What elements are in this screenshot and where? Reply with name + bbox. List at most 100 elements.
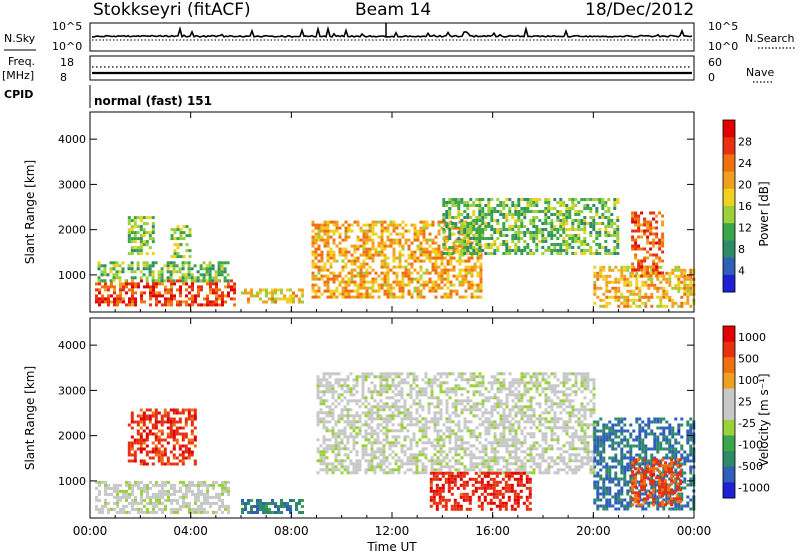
velocity-cell-3 bbox=[466, 402, 470, 406]
power-cell-2 bbox=[133, 216, 137, 220]
power-cell-1 bbox=[100, 279, 104, 283]
power-cell-8 bbox=[643, 229, 647, 233]
power-cell-6 bbox=[460, 198, 464, 201]
power-cell-6 bbox=[463, 204, 467, 207]
velocity-cell-3 bbox=[460, 372, 464, 376]
velocity-cell-3 bbox=[502, 372, 506, 376]
velocity-cell-3 bbox=[526, 471, 530, 475]
velocity-cell-3 bbox=[490, 441, 494, 445]
power-colorbar-tick-label: 12 bbox=[738, 222, 752, 235]
velocity-cell-3 bbox=[508, 438, 512, 442]
power-cell-7 bbox=[593, 274, 597, 278]
velocity-cell-3 bbox=[568, 435, 572, 439]
velocity-cell-3 bbox=[520, 381, 524, 385]
velocity-cell-3 bbox=[487, 468, 491, 472]
velocity-cell-1 bbox=[154, 426, 158, 430]
power-cell-4 bbox=[292, 291, 295, 295]
velocity-cell-3 bbox=[487, 441, 491, 445]
velocity-cell-3 bbox=[511, 444, 515, 448]
power-cell-1 bbox=[163, 279, 167, 283]
velocity-cell-3 bbox=[538, 468, 542, 472]
power-cell-3 bbox=[173, 249, 177, 253]
power-cell-0 bbox=[158, 282, 161, 286]
power-cell-6 bbox=[490, 228, 494, 231]
power-cell-5 bbox=[371, 289, 375, 293]
power-cell-5 bbox=[410, 295, 414, 299]
velocity-cell-3 bbox=[520, 408, 524, 412]
velocity-cell-3 bbox=[349, 414, 353, 418]
power-cell-7 bbox=[635, 298, 639, 302]
velocity-cell-3 bbox=[436, 378, 440, 382]
power-cell-0 bbox=[155, 282, 158, 286]
power-cell-6 bbox=[463, 225, 467, 228]
power-cell-7 bbox=[608, 295, 612, 299]
power-cell-7 bbox=[641, 301, 645, 305]
velocity-cell-3 bbox=[535, 417, 539, 421]
power-cell-6 bbox=[577, 246, 581, 249]
velocity-cell-3 bbox=[529, 459, 533, 463]
power-cell-5 bbox=[431, 241, 435, 245]
power-cell-7 bbox=[662, 304, 666, 308]
power-cell-8 bbox=[637, 247, 641, 251]
velocity-cell-3 bbox=[580, 414, 584, 418]
velocity-cell-3 bbox=[547, 426, 551, 430]
velocity-cell-0 bbox=[197, 492, 200, 496]
power-cell-7 bbox=[605, 286, 609, 290]
velocity-cell-3 bbox=[586, 453, 590, 457]
velocity-cell-3 bbox=[526, 387, 530, 391]
power-cell-6 bbox=[544, 213, 548, 216]
power-cell-6 bbox=[553, 207, 557, 210]
power-cell-4 bbox=[280, 297, 283, 301]
power-cell-5 bbox=[458, 244, 462, 248]
velocity-cell-3 bbox=[388, 447, 392, 451]
velocity-cell-3 bbox=[586, 387, 590, 391]
velocity-cell-3 bbox=[349, 399, 353, 403]
velocity-cell-1 bbox=[166, 420, 170, 424]
velocity-cell-3 bbox=[451, 432, 455, 436]
velocity-cell-3 bbox=[403, 378, 407, 382]
velocity-cell-3 bbox=[445, 411, 449, 415]
velocity-cell-3 bbox=[481, 465, 485, 469]
velocity-cell-3 bbox=[376, 417, 380, 421]
power-cell-5 bbox=[317, 235, 321, 239]
power-cell-6 bbox=[538, 210, 542, 213]
power-cell-7 bbox=[593, 280, 597, 284]
velocity-cell-3 bbox=[424, 468, 428, 472]
power-cell-6 bbox=[469, 231, 473, 234]
velocity-cell-0 bbox=[116, 501, 119, 505]
power-cell-0 bbox=[134, 282, 137, 286]
velocity-cell-3 bbox=[553, 375, 557, 379]
velocity-cell-3 bbox=[451, 465, 455, 469]
velocity-cell-3 bbox=[340, 432, 344, 436]
velocity-cell-3 bbox=[469, 411, 473, 415]
power-cell-1 bbox=[187, 270, 191, 274]
power-cell-6 bbox=[517, 228, 521, 231]
power-cell-8 bbox=[640, 211, 644, 215]
velocity-cell-3 bbox=[409, 456, 413, 460]
velocity-cell-2 bbox=[259, 499, 262, 502]
power-cell-5 bbox=[341, 223, 345, 227]
power-cell-6 bbox=[442, 201, 446, 204]
power-cell-7 bbox=[623, 265, 627, 269]
velocity-cell-1 bbox=[193, 414, 197, 418]
power-cell-5 bbox=[470, 295, 474, 299]
power-cell-0 bbox=[200, 285, 203, 289]
power-cell-2 bbox=[145, 243, 149, 247]
velocity-cell-3 bbox=[346, 471, 350, 475]
velocity-cell-3 bbox=[436, 405, 440, 409]
power-cell-5 bbox=[371, 277, 375, 281]
velocity-cell-3 bbox=[325, 444, 329, 448]
velocity-cell-3 bbox=[343, 447, 347, 451]
power-cell-5 bbox=[377, 241, 381, 245]
power-cell-5 bbox=[365, 262, 369, 266]
velocity-cell-0 bbox=[128, 495, 131, 499]
power-cell-5 bbox=[350, 268, 354, 272]
power-cell-8 bbox=[658, 244, 662, 248]
velocity-cell-3 bbox=[532, 456, 536, 460]
power-cell-5 bbox=[470, 253, 474, 257]
power-cell-0 bbox=[122, 297, 125, 301]
velocity-cell-3 bbox=[340, 414, 344, 418]
power-cell-5 bbox=[383, 277, 387, 281]
power-cell-1 bbox=[205, 270, 209, 274]
velocity-cell-3 bbox=[400, 378, 404, 382]
